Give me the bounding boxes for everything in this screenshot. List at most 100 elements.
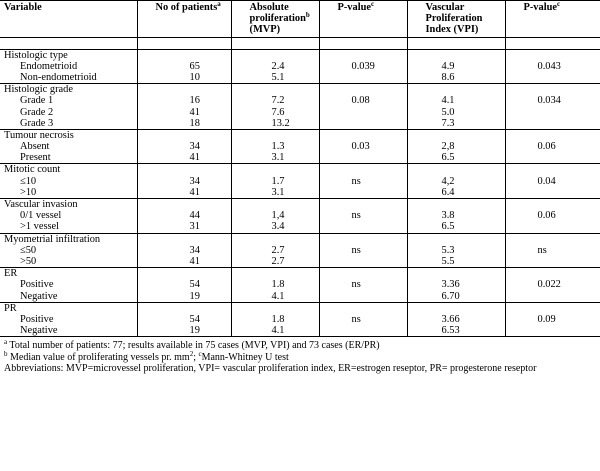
row-label: ≤10 bbox=[20, 175, 37, 187]
cell-value: 34 bbox=[189, 244, 200, 256]
cell-variable: Histologic type Endometrioid Non-endometri… bbox=[0, 48, 137, 84]
cell-p-value-1: ns bbox=[318, 267, 407, 303]
blank-line bbox=[538, 268, 598, 279]
cell-value bbox=[352, 118, 404, 129]
cell-p-value-1: ns bbox=[318, 198, 407, 234]
table-group: PR Positive Negative 54 19 1.8 4.1 ns 3.66 6.53 0.… bbox=[0, 301, 600, 338]
cell-value: 2.7 bbox=[271, 255, 285, 267]
cell-value: ns bbox=[351, 210, 361, 222]
cell-value: 16 bbox=[189, 95, 200, 107]
cell-value: 31 bbox=[189, 221, 200, 233]
cell-p-value-1: 0.039 bbox=[318, 48, 407, 84]
cell-value: 7.3 bbox=[441, 117, 455, 129]
cell-variable: Tumour necrosis Absent Present bbox=[0, 128, 137, 164]
cell-mvp: 1,4 3.4 bbox=[230, 198, 319, 234]
cell-value: 19 bbox=[189, 290, 200, 302]
cell-value: 7.2 bbox=[271, 95, 285, 107]
group-title: Vascular invasion bbox=[4, 199, 78, 210]
group-title: Histologic type bbox=[4, 49, 68, 61]
cell-vpi: 3.66 6.53 bbox=[406, 301, 505, 338]
row-label: Absent bbox=[20, 141, 50, 153]
cell-value: 0.039 bbox=[351, 60, 375, 72]
cell-value: ns bbox=[537, 244, 547, 256]
cell-value: 5.0 bbox=[441, 106, 455, 118]
blank-line bbox=[272, 84, 316, 95]
cell-value: 4.1 bbox=[271, 325, 285, 337]
table-group: Myometrial infiltration ≤50 >50 34 41 2.7 2.7 n… bbox=[0, 232, 600, 268]
cell-value: 13.2 bbox=[271, 117, 290, 129]
cell-value: 41 bbox=[189, 152, 200, 164]
cell-p-value-2: 0.06 bbox=[504, 198, 600, 234]
group-title: ER bbox=[4, 268, 18, 280]
cell-value: 3.1 bbox=[271, 186, 285, 198]
blank-line bbox=[538, 234, 598, 245]
cell-vpi: 3.36 6.70 bbox=[406, 267, 505, 303]
cell-value: 0.06 bbox=[537, 210, 556, 222]
cell-p-value-1: ns bbox=[318, 163, 407, 199]
cell-value: 4.1 bbox=[271, 290, 285, 302]
cell-value bbox=[352, 325, 404, 336]
cell-vpi: 4.9 8.6 bbox=[406, 48, 505, 84]
proliferation-table: Variable No of patientsa Absolute prolif… bbox=[0, 0, 600, 338]
cell-value: 18 bbox=[189, 117, 200, 129]
cell-mvp: 2.7 2.7 bbox=[230, 232, 319, 268]
table-row: Myometrial infiltration ≤50 >50 34 41 2.7 2.7 n… bbox=[0, 232, 600, 268]
footnote-abbreviations: Abbreviations: MVP=microvessel prolifera… bbox=[4, 363, 537, 375]
group-title: Histologic grade bbox=[4, 84, 73, 96]
group-title: PR bbox=[4, 302, 17, 314]
header-p-value-1: P-valuec bbox=[318, 0, 407, 38]
cell-value bbox=[538, 152, 598, 163]
cell-value bbox=[352, 187, 404, 198]
cell-value: 1.8 bbox=[271, 279, 285, 291]
cell-value: 1.8 bbox=[271, 313, 285, 325]
cell-value: 5.1 bbox=[271, 71, 285, 83]
cell-value: 3.8 bbox=[441, 210, 455, 222]
cell-value: 6.70 bbox=[441, 290, 460, 302]
cell-value: 10 bbox=[189, 71, 200, 83]
cell-variable: Vascular invasion 0/1 vessel >1 vessel bbox=[0, 198, 137, 234]
cell-value: 0.04 bbox=[537, 175, 556, 187]
cell-value: 4.9 bbox=[441, 60, 455, 72]
cell-value: 65 bbox=[189, 60, 200, 72]
row-label: Grade 3 bbox=[20, 117, 54, 129]
cell-value: 44 bbox=[189, 210, 200, 222]
header-vpi: Vascular Proliferation Index (VPI) bbox=[406, 0, 505, 38]
cell-value: 6.5 bbox=[441, 152, 455, 164]
row-label: 0/1 vessel bbox=[20, 210, 62, 222]
cell-value bbox=[352, 221, 404, 232]
blank-line bbox=[442, 303, 502, 314]
blank-line bbox=[190, 84, 228, 95]
blank-line bbox=[272, 164, 316, 175]
group-title: Myometrial infiltration bbox=[4, 233, 101, 245]
cell-vpi: 2,8 6.5 bbox=[406, 128, 505, 164]
blank-line bbox=[352, 268, 404, 279]
cell-value: 0.08 bbox=[351, 95, 370, 107]
cell-patients: 34 41 bbox=[136, 128, 231, 164]
table-group: ER Positive Negative 54 19 1.8 4.1 ns 3.36 6.70 0.… bbox=[0, 267, 600, 303]
blank-line bbox=[538, 164, 598, 175]
cell-value: 0.034 bbox=[537, 95, 561, 107]
cell-p-value-2: 0.06 bbox=[504, 128, 600, 164]
row-label: >10 bbox=[20, 186, 37, 198]
cell-value: 19 bbox=[189, 325, 200, 337]
blank-line bbox=[442, 164, 502, 175]
blank-line bbox=[190, 234, 228, 245]
cell-vpi: 5.3 5.5 bbox=[406, 232, 505, 268]
header-variable: Variable bbox=[0, 0, 137, 38]
cell-value: 34 bbox=[189, 175, 200, 187]
header-p-value-2: P-valuec bbox=[504, 0, 600, 38]
footnote-b-c: b Median value of proliferating vessels … bbox=[4, 349, 289, 363]
cell-value: 8.6 bbox=[441, 71, 455, 83]
cell-value: 0.022 bbox=[537, 279, 561, 291]
blank-line bbox=[538, 50, 598, 61]
cell-value bbox=[538, 107, 598, 118]
cell-value: 0.09 bbox=[537, 313, 556, 325]
cell-vpi: 4,2 6.4 bbox=[406, 163, 505, 199]
cell-value bbox=[352, 107, 404, 118]
group-title: Tumour necrosis bbox=[4, 129, 74, 141]
footnote-a: a Total number of patients: 77; results … bbox=[4, 338, 380, 352]
cell-value: 54 bbox=[189, 279, 200, 291]
blank-line bbox=[190, 303, 228, 314]
cell-value: 41 bbox=[189, 186, 200, 198]
cell-value bbox=[538, 187, 598, 198]
